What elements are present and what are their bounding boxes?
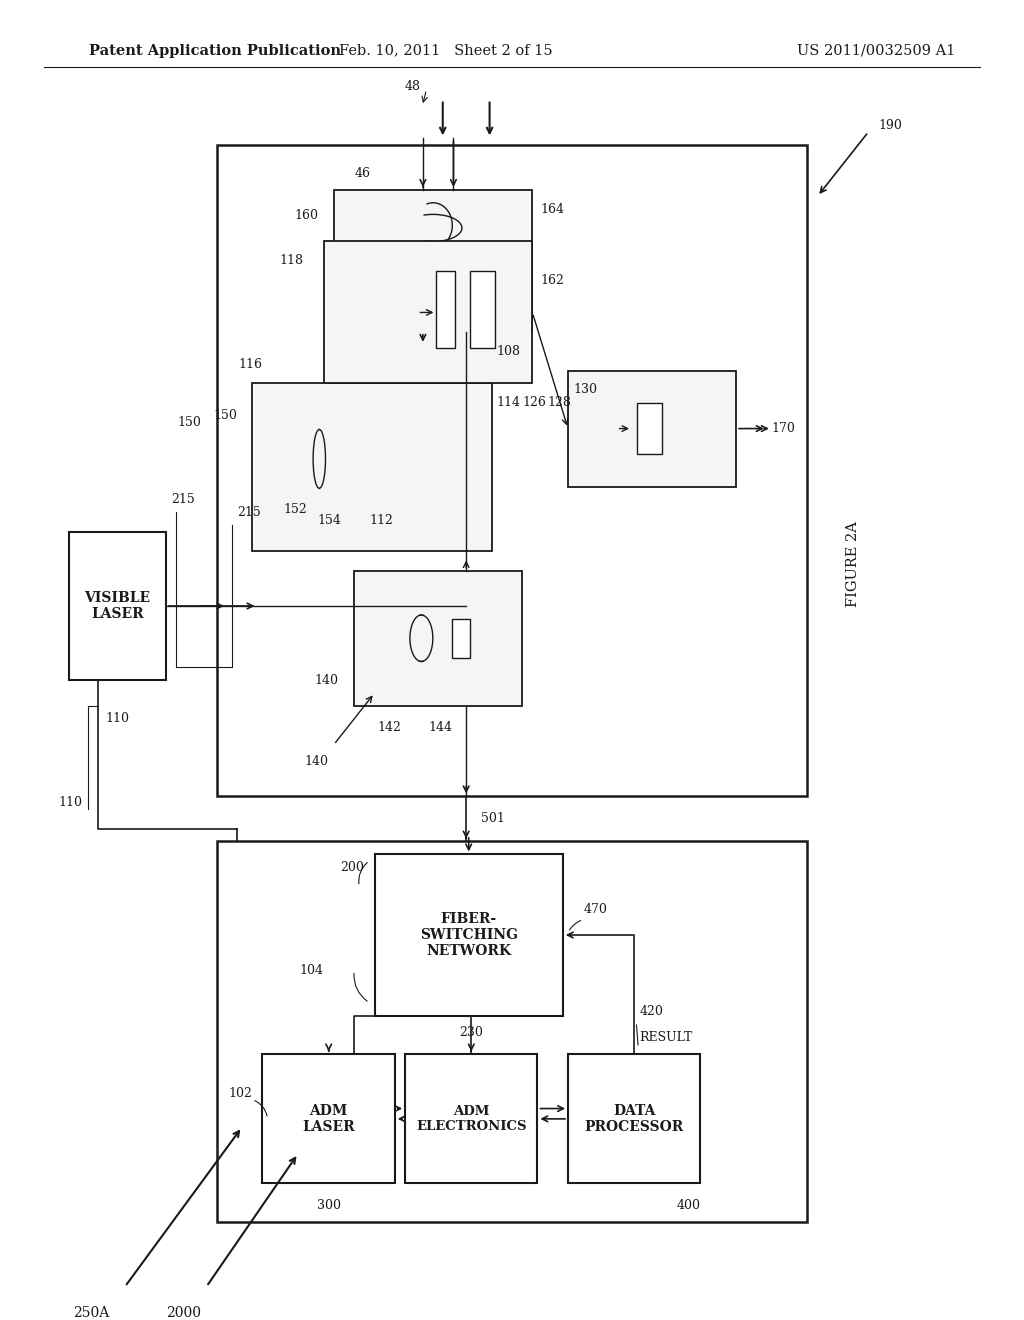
Text: DATA
PROCESSOR: DATA PROCESSOR	[585, 1104, 684, 1134]
Bar	[69, 532, 166, 680]
Text: 400: 400	[677, 1199, 700, 1212]
Bar	[334, 190, 532, 331]
Text: 46: 46	[354, 166, 370, 180]
Text: 250A: 250A	[74, 1305, 110, 1320]
Text: 114: 114	[497, 396, 521, 409]
Text: ADM
LASER: ADM LASER	[302, 1104, 355, 1134]
Bar	[252, 383, 492, 552]
Text: FIGURE 2A: FIGURE 2A	[846, 521, 860, 607]
Text: 300: 300	[316, 1199, 341, 1212]
Text: 152: 152	[284, 503, 307, 516]
Text: VISIBLE
LASER: VISIBLE LASER	[84, 591, 151, 622]
Bar	[470, 271, 496, 348]
Text: 110: 110	[105, 713, 129, 726]
Text: 130: 130	[573, 383, 597, 396]
Text: Patent Application Publication: Patent Application Publication	[89, 44, 341, 58]
Text: ADM
ELECTRONICS: ADM ELECTRONICS	[416, 1105, 526, 1133]
Bar	[375, 854, 563, 1015]
Bar	[637, 403, 663, 454]
Text: 110: 110	[58, 796, 83, 809]
Text: 162: 162	[541, 273, 564, 286]
Text: 126: 126	[522, 396, 546, 409]
Text: 118: 118	[280, 255, 303, 268]
Text: 102: 102	[228, 1086, 252, 1100]
Bar	[436, 271, 455, 348]
Bar	[217, 841, 807, 1222]
Text: 170: 170	[772, 422, 796, 436]
Text: 108: 108	[497, 345, 521, 358]
Bar	[406, 1055, 538, 1184]
Text: 215: 215	[171, 492, 195, 506]
Text: US 2011/0032509 A1: US 2011/0032509 A1	[797, 44, 955, 58]
Bar	[452, 619, 470, 657]
Text: 144: 144	[429, 722, 453, 734]
Text: 2000: 2000	[166, 1305, 202, 1320]
Text: 501: 501	[481, 812, 505, 825]
Text: 160: 160	[295, 209, 318, 222]
Text: 470: 470	[584, 903, 607, 916]
Text: 230: 230	[460, 1026, 483, 1039]
Bar	[354, 570, 522, 706]
Text: 112: 112	[370, 515, 393, 528]
Text: 104: 104	[300, 964, 324, 977]
Text: 150: 150	[177, 416, 202, 429]
Text: 140: 140	[314, 673, 339, 686]
Text: 420: 420	[639, 1006, 664, 1018]
Text: 48: 48	[404, 81, 420, 94]
Text: FIBER-
SWITCHING
NETWORK: FIBER- SWITCHING NETWORK	[420, 912, 518, 958]
Bar	[324, 242, 532, 383]
Text: 140: 140	[305, 755, 329, 768]
Text: 150: 150	[213, 409, 237, 422]
Bar	[262, 1055, 395, 1184]
Text: 116: 116	[239, 358, 262, 371]
Text: 200: 200	[340, 861, 365, 874]
Text: 164: 164	[541, 203, 564, 215]
Text: RESULT: RESULT	[639, 1031, 692, 1044]
Bar	[568, 1055, 700, 1184]
Text: 142: 142	[378, 722, 401, 734]
Text: Feb. 10, 2011   Sheet 2 of 15: Feb. 10, 2011 Sheet 2 of 15	[339, 44, 553, 58]
Text: 154: 154	[317, 515, 341, 528]
Bar	[568, 371, 736, 487]
Text: 128: 128	[548, 396, 571, 409]
Text: 190: 190	[879, 119, 902, 132]
Text: 215: 215	[237, 506, 261, 519]
Bar	[217, 145, 807, 796]
